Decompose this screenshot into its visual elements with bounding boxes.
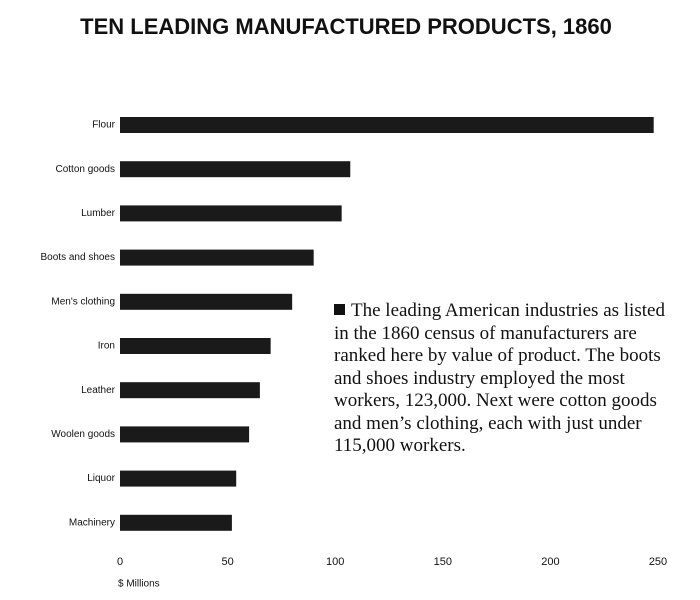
annotation: The leading American industries as liste… [334,300,684,458]
x-tick-label: 0 [117,556,123,568]
y-tick-label: Leather [81,385,116,396]
y-tick-label: Flour [92,120,115,131]
y-tick-label: Men's clothing [51,296,115,307]
bar [120,161,351,178]
x-tick-label: 100 [326,556,344,568]
bar [120,382,260,399]
y-tick-label: Woolen goods [51,429,115,440]
bar [120,249,314,266]
y-tick-label: Liquor [87,473,115,484]
chart-title: TEN LEADING MANUFACTURED PRODUCTS, 1860 [80,14,612,39]
bar [120,205,342,222]
y-tick-label: Boots and shoes [41,252,116,263]
bar [120,514,232,531]
x-tick-label: 200 [541,556,559,568]
x-tick-label: 150 [434,556,452,568]
bar [120,293,293,310]
bar [120,470,237,487]
bar [120,338,271,354]
bar [120,426,250,443]
y-tick-label: Lumber [81,208,116,219]
x-tick-label: 50 [221,556,233,568]
bar [120,117,654,133]
y-tick-label: Iron [98,341,115,352]
y-tick-label: Machinery [69,517,115,528]
annotation-text: The leading American industries as liste… [334,300,665,456]
y-tick-label: Cotton goods [56,164,116,175]
bullet [334,304,345,315]
x-axis-label: $ Millions [118,579,160,590]
x-tick-label: 250 [649,556,667,568]
